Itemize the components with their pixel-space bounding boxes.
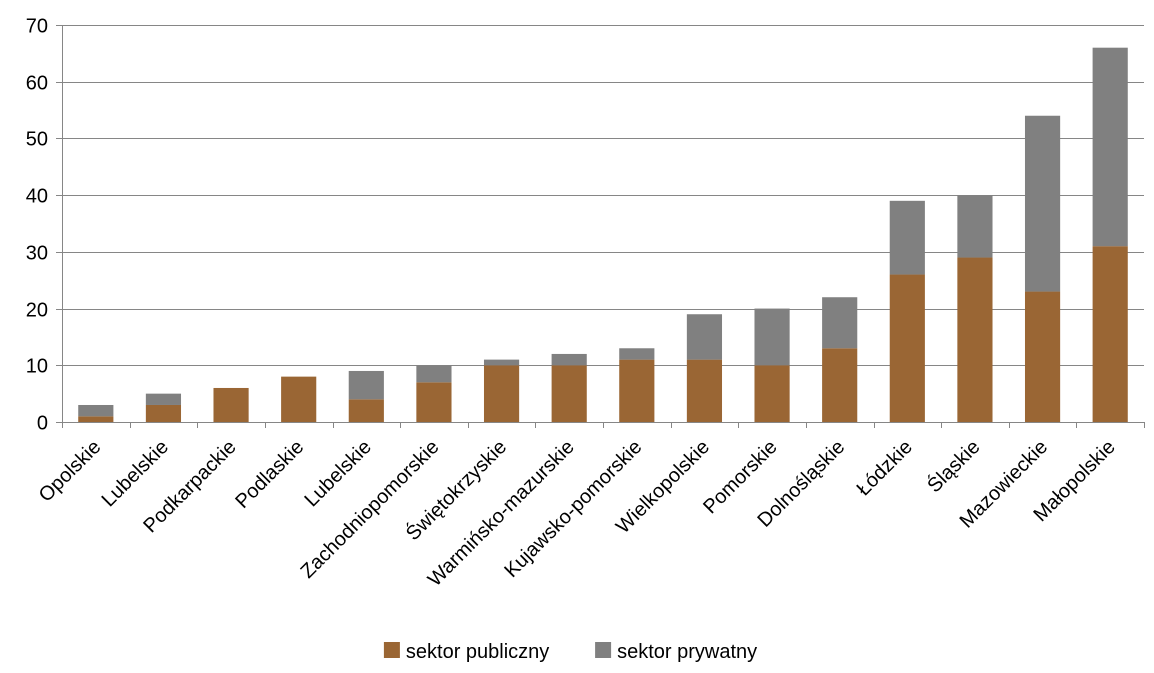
bar-segment-publiczny (281, 376, 317, 422)
legend-label: sektor prywatny (617, 641, 757, 663)
bar-segment-prywatny (78, 404, 114, 417)
bar-segment-prywatny (889, 200, 925, 275)
y-tick-label: 30 (26, 243, 48, 265)
bar-segment-prywatny (416, 365, 452, 383)
y-tick-label: 60 (26, 73, 48, 95)
x-tick-label: Śląskie (922, 435, 985, 498)
bar-segment-prywatny (957, 195, 993, 258)
x-tick-labels: OpolskieLubelskiePodkarpackiePodlaskieLu… (35, 435, 1120, 591)
bar-segment-prywatny (551, 353, 587, 366)
gridlines (62, 25, 1144, 366)
x-tick-label: Podlaskie (231, 436, 308, 513)
bar-segment-publiczny (416, 382, 452, 422)
bar-segment-publiczny (145, 404, 182, 422)
y-tick-label: 40 (26, 186, 48, 208)
bar-segment-publiczny (1024, 291, 1061, 422)
bar-segment-publiczny (78, 416, 114, 422)
bar-segment-prywatny (1024, 115, 1061, 292)
bar-segment-prywatny (348, 370, 384, 400)
bar-segment-prywatny (483, 359, 520, 366)
bar-segment-publiczny (551, 365, 587, 422)
legend-swatch (595, 642, 612, 658)
x-tick-label: Łódzkie (853, 436, 917, 500)
legend-swatch (383, 642, 400, 658)
bar-segment-publiczny (1092, 246, 1128, 422)
bar-segment-publiczny (483, 365, 520, 422)
bar-segment-publiczny (754, 365, 790, 422)
bars (78, 47, 1128, 422)
y-tick-label: 70 (26, 16, 48, 38)
y-tick-label: 10 (26, 356, 48, 378)
bar-segment-publiczny (686, 359, 723, 422)
legend-label: sektor publiczny (406, 641, 549, 663)
axes (56, 25, 1145, 428)
legend: sektor publiczny sektor prywatny (383, 641, 757, 663)
bar-segment-publiczny (822, 348, 858, 422)
bar-segment-prywatny (754, 308, 790, 366)
bar-segment-prywatny (1092, 47, 1128, 247)
y-tick-label: 50 (26, 129, 48, 151)
y-tick-labels: 0 10 20 30 40 50 60 70 (26, 16, 48, 435)
x-tick-label: Opolskie (35, 436, 106, 507)
bar-segment-publiczny (348, 399, 384, 422)
y-tick-label: 20 (26, 300, 48, 322)
bar-segment-publiczny (619, 359, 655, 422)
bar-segment-prywatny (686, 314, 723, 360)
bar-segment-publiczny (213, 387, 249, 422)
bar-segment-prywatny (619, 348, 655, 360)
y-tick-label: 0 (37, 413, 48, 435)
bar-segment-publiczny (889, 274, 925, 422)
bar-segment-prywatny (145, 393, 182, 405)
bar-segment-prywatny (822, 297, 858, 349)
bar-segment-publiczny (957, 257, 993, 422)
